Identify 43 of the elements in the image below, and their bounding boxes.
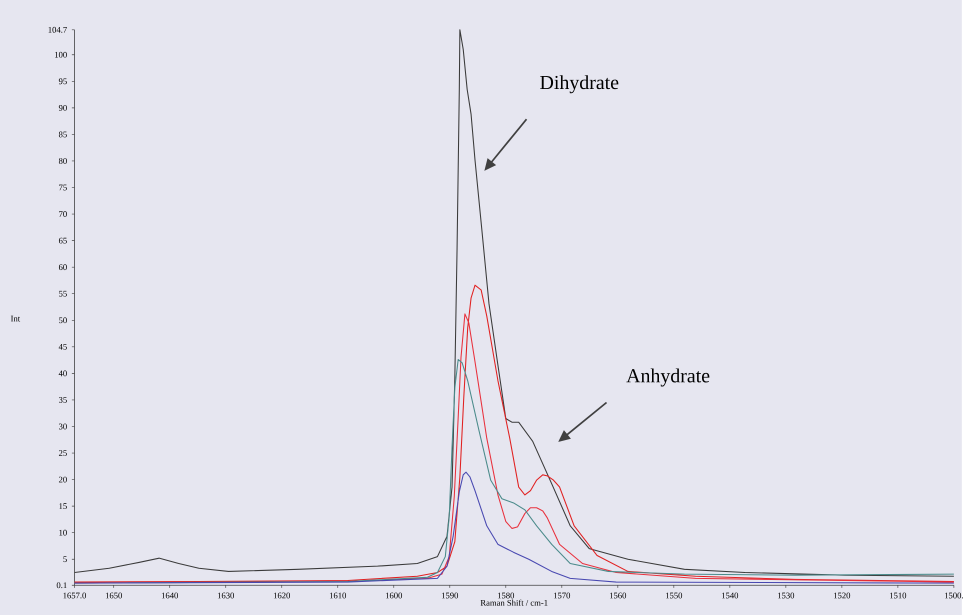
y-tick-label: 35	[58, 397, 67, 403]
y-tick-label: 55	[59, 290, 67, 297]
x-tick-label: 1530	[778, 592, 794, 598]
x-tick-label: 1610	[330, 592, 346, 598]
x-tick-label: 1640	[162, 592, 178, 598]
y-tick-label: 70	[59, 211, 67, 217]
y-tick-label: 45	[58, 344, 67, 350]
x-tick-label: 1650	[106, 592, 122, 598]
x-tick-label: 1560	[610, 592, 626, 598]
y-tick-label: 75	[59, 184, 67, 190]
y-tick-label: 5	[63, 556, 67, 562]
x-tick-label: 1540	[722, 592, 738, 598]
x-tick-label: 1520	[834, 592, 850, 598]
x-tick-label: 1620	[274, 592, 290, 598]
y-tick-label: 100	[55, 52, 67, 58]
y-tick-label: 90	[58, 104, 67, 111]
y-tick-label: 104.7	[48, 26, 67, 33]
x-tick-label: 1580	[498, 592, 514, 598]
y-tick-label: 0.1	[56, 582, 67, 588]
y-tick-label: 50	[59, 317, 67, 324]
y-tick-label: 65	[58, 238, 67, 244]
x-tick-label: 1510	[890, 592, 906, 598]
y-tick-label: 95	[58, 78, 67, 84]
y-tick-label: 85	[58, 131, 67, 138]
y-tick-label: 20	[58, 476, 67, 482]
y-tick-label: 80	[58, 158, 67, 164]
x-tick-label: 1500.	[944, 592, 963, 598]
y-tick-label: 40	[58, 370, 67, 376]
annotation: Anhydrate	[626, 368, 710, 387]
annotation: Dihydrate	[540, 75, 618, 94]
x-tick-label: 1657.0	[63, 592, 86, 598]
x-tick-label: 1590	[442, 592, 458, 598]
y-tick-label: 10	[59, 530, 67, 536]
x-axis-title: Raman Shift / cm-1	[480, 600, 548, 606]
y-tick-label: 25	[58, 450, 67, 456]
x-tick-label: 1630	[218, 592, 234, 598]
y-tick-label: 30	[58, 424, 67, 430]
x-tick-label: 1570	[554, 592, 570, 598]
y-tick-label: 15	[59, 503, 67, 509]
y-axis-title: Int	[10, 316, 20, 322]
x-tick-label: 1550	[666, 592, 682, 598]
y-tick-label: 60	[58, 264, 67, 270]
x-tick-label: 1600	[386, 592, 402, 598]
